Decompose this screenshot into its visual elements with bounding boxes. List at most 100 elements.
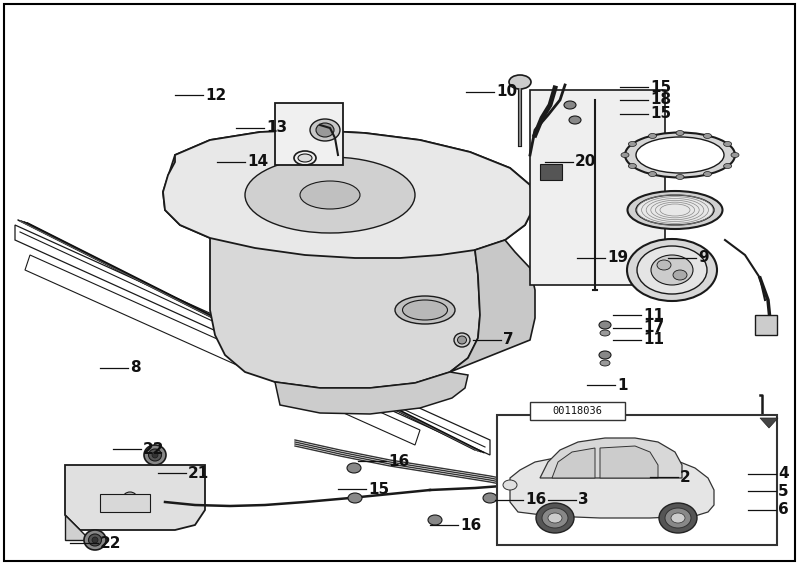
Text: 7: 7 [503,332,514,347]
Ellipse shape [548,513,562,523]
Ellipse shape [395,296,455,324]
Text: 16: 16 [525,493,547,507]
Text: 4: 4 [778,467,789,481]
Ellipse shape [428,515,442,525]
Ellipse shape [300,181,360,209]
Ellipse shape [348,493,362,503]
Ellipse shape [599,321,611,329]
Text: 12: 12 [205,88,226,102]
Ellipse shape [703,172,711,176]
Ellipse shape [749,496,761,504]
Ellipse shape [659,503,697,533]
Polygon shape [450,240,535,372]
Ellipse shape [503,480,517,490]
Text: 11: 11 [643,307,664,323]
Bar [755,315,777,335]
Text: 15: 15 [368,481,389,497]
Text: 16: 16 [388,454,409,468]
Polygon shape [163,130,535,258]
Text: 18: 18 [650,93,671,107]
Ellipse shape [676,131,684,136]
Ellipse shape [144,445,166,465]
Ellipse shape [751,525,759,531]
Text: 22: 22 [143,441,165,457]
Ellipse shape [316,123,334,137]
Ellipse shape [751,483,759,489]
Ellipse shape [298,154,312,162]
Ellipse shape [703,133,711,138]
Polygon shape [275,372,468,414]
Ellipse shape [649,133,657,138]
Ellipse shape [89,534,101,546]
Bar [530,90,665,285]
Ellipse shape [403,300,447,320]
Text: 2: 2 [680,470,691,485]
Ellipse shape [651,255,693,285]
Ellipse shape [564,101,576,109]
Ellipse shape [599,351,611,359]
Ellipse shape [657,260,671,270]
Ellipse shape [542,508,568,528]
Ellipse shape [245,157,415,233]
Ellipse shape [637,246,707,294]
Text: 9: 9 [698,250,709,266]
Ellipse shape [92,537,98,543]
Ellipse shape [347,463,361,473]
Ellipse shape [751,503,759,509]
Text: 17: 17 [643,320,664,336]
Text: 5: 5 [778,484,789,498]
Polygon shape [600,446,658,478]
Polygon shape [540,438,682,478]
Text: 22: 22 [100,536,121,550]
Ellipse shape [749,476,761,484]
Ellipse shape [628,163,636,168]
Ellipse shape [673,270,687,280]
Text: 14: 14 [247,154,268,170]
Polygon shape [760,418,778,428]
Ellipse shape [724,141,732,146]
Text: 8: 8 [130,360,141,376]
Ellipse shape [749,518,761,526]
Ellipse shape [152,452,158,458]
Polygon shape [163,130,535,388]
Ellipse shape [458,336,467,344]
Text: 15: 15 [650,80,671,94]
Bar [100,494,150,512]
Text: 19: 19 [607,250,628,266]
Ellipse shape [600,330,610,336]
Ellipse shape [569,116,581,124]
Ellipse shape [627,239,717,301]
Polygon shape [510,453,714,518]
Polygon shape [65,515,90,540]
Text: 6: 6 [778,502,789,518]
Ellipse shape [547,507,563,517]
Ellipse shape [628,141,636,146]
Polygon shape [65,465,205,530]
Text: 1: 1 [617,377,627,393]
Ellipse shape [625,133,735,177]
Ellipse shape [671,513,685,523]
Ellipse shape [84,530,106,550]
Ellipse shape [149,449,161,461]
Ellipse shape [649,172,657,176]
Text: 21: 21 [188,466,209,480]
Ellipse shape [483,493,497,503]
Ellipse shape [536,503,574,533]
Text: 16: 16 [460,518,481,532]
Text: 13: 13 [266,120,287,136]
Ellipse shape [127,496,133,501]
Text: 11: 11 [643,332,664,347]
Ellipse shape [636,195,714,225]
Text: 10: 10 [496,85,517,99]
Ellipse shape [454,333,470,347]
Ellipse shape [600,360,610,366]
Ellipse shape [676,175,684,180]
Ellipse shape [310,119,340,141]
Ellipse shape [724,163,732,168]
Bar [275,103,343,165]
Polygon shape [552,448,595,478]
Ellipse shape [627,191,722,229]
Ellipse shape [123,492,137,504]
Bar [530,402,625,420]
Ellipse shape [509,75,531,89]
